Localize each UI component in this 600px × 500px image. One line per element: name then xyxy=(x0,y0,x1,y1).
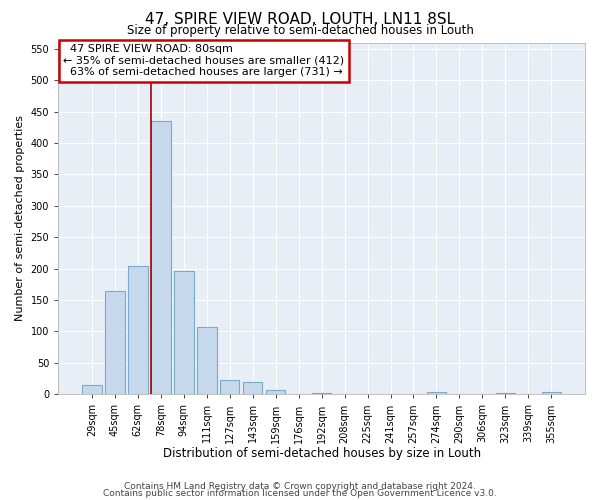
Text: Size of property relative to semi-detached houses in Louth: Size of property relative to semi-detach… xyxy=(127,24,473,37)
Bar xyxy=(82,385,101,394)
Text: 47, SPIRE VIEW ROAD, LOUTH, LN11 8SL: 47, SPIRE VIEW ROAD, LOUTH, LN11 8SL xyxy=(145,12,455,28)
Bar xyxy=(542,392,561,394)
Bar xyxy=(151,121,170,394)
X-axis label: Distribution of semi-detached houses by size in Louth: Distribution of semi-detached houses by … xyxy=(163,447,481,460)
Bar xyxy=(496,393,515,394)
Text: Contains public sector information licensed under the Open Government Licence v3: Contains public sector information licen… xyxy=(103,490,497,498)
Bar xyxy=(312,393,331,394)
Text: 47 SPIRE VIEW ROAD: 80sqm
← 35% of semi-detached houses are smaller (412)
  63% : 47 SPIRE VIEW ROAD: 80sqm ← 35% of semi-… xyxy=(64,44,344,78)
Bar xyxy=(243,382,262,394)
Y-axis label: Number of semi-detached properties: Number of semi-detached properties xyxy=(15,116,25,322)
Bar xyxy=(105,290,125,395)
Bar xyxy=(128,266,148,394)
Bar xyxy=(197,327,217,394)
Bar xyxy=(427,392,446,394)
Bar xyxy=(220,380,239,394)
Bar xyxy=(174,270,194,394)
Text: Contains HM Land Registry data © Crown copyright and database right 2024.: Contains HM Land Registry data © Crown c… xyxy=(124,482,476,491)
Bar xyxy=(266,390,286,394)
